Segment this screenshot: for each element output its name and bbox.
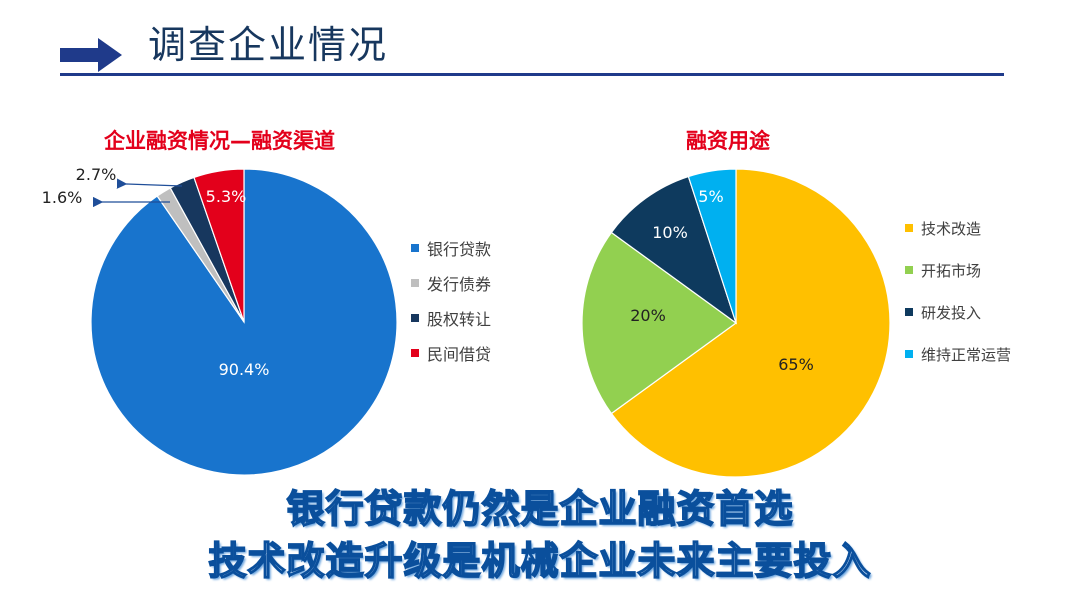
financing-use-legend: 技术改造开拓市场研发投入维持正常运营	[905, 207, 1011, 375]
use-data-label: 20%	[630, 306, 666, 325]
arrow-right-icon	[60, 38, 122, 72]
legend-label: 开拓市场	[921, 261, 982, 280]
financing-channel-chart-title: 企业融资情况—融资渠道	[104, 129, 335, 153]
legend-item: 维持正常运营	[905, 333, 1011, 375]
legend-label: 技术改造	[921, 219, 982, 238]
headline-2: 技术改造升级是机械企业未来主要投入	[208, 538, 872, 584]
legend-item: 股权转让	[411, 300, 491, 335]
slide-title: 调查企业情况	[148, 23, 389, 67]
use-pie-slice	[687, 168, 737, 324]
title-divider	[60, 73, 1004, 76]
legend-label: 研发投入	[921, 303, 982, 322]
financing-use-chart-title: 融资用途	[686, 129, 770, 153]
legend-label: 股权转让	[427, 309, 492, 329]
legend-swatch	[411, 243, 419, 252]
headline-1: 银行贷款仍然是企业融资首选	[286, 486, 794, 532]
financing-channel-legend: 银行贷款发行债券股权转让民间借贷	[411, 230, 491, 370]
legend-item: 发行债券	[411, 265, 491, 300]
legend-label: 银行贷款	[427, 239, 492, 259]
channel-data-label: 1.6%	[42, 188, 83, 207]
legend-item: 民间借贷	[411, 335, 491, 370]
use-data-label: 65%	[778, 355, 814, 374]
legend-swatch	[905, 350, 913, 358]
legend-item: 开拓市场	[905, 249, 1011, 291]
legend-swatch	[411, 313, 419, 322]
legend-label: 民间借贷	[427, 344, 492, 364]
legend-item: 银行贷款	[411, 230, 491, 265]
legend-label: 维持正常运营	[921, 345, 1012, 364]
use-data-label: 5%	[698, 187, 723, 206]
use-data-label: 10%	[652, 223, 688, 242]
channel-data-label: 2.7%	[76, 165, 117, 184]
legend-swatch	[905, 308, 913, 316]
legend-swatch	[411, 348, 419, 357]
legend-swatch	[905, 224, 913, 232]
use-pie-slice	[610, 168, 891, 478]
legend-label: 发行债券	[427, 274, 492, 294]
use-pie-slice	[610, 175, 738, 325]
use-pie-slice	[581, 231, 738, 415]
channel-pie-slice	[193, 168, 245, 323]
channel-data-label: 5.3%	[206, 187, 247, 206]
callout-arrow	[116, 178, 183, 189]
legend-item: 研发投入	[905, 291, 1011, 333]
channel-data-label: 90.4%	[219, 360, 270, 379]
legend-swatch	[411, 278, 419, 287]
legend-swatch	[905, 266, 913, 274]
legend-item: 技术改造	[905, 207, 1011, 249]
